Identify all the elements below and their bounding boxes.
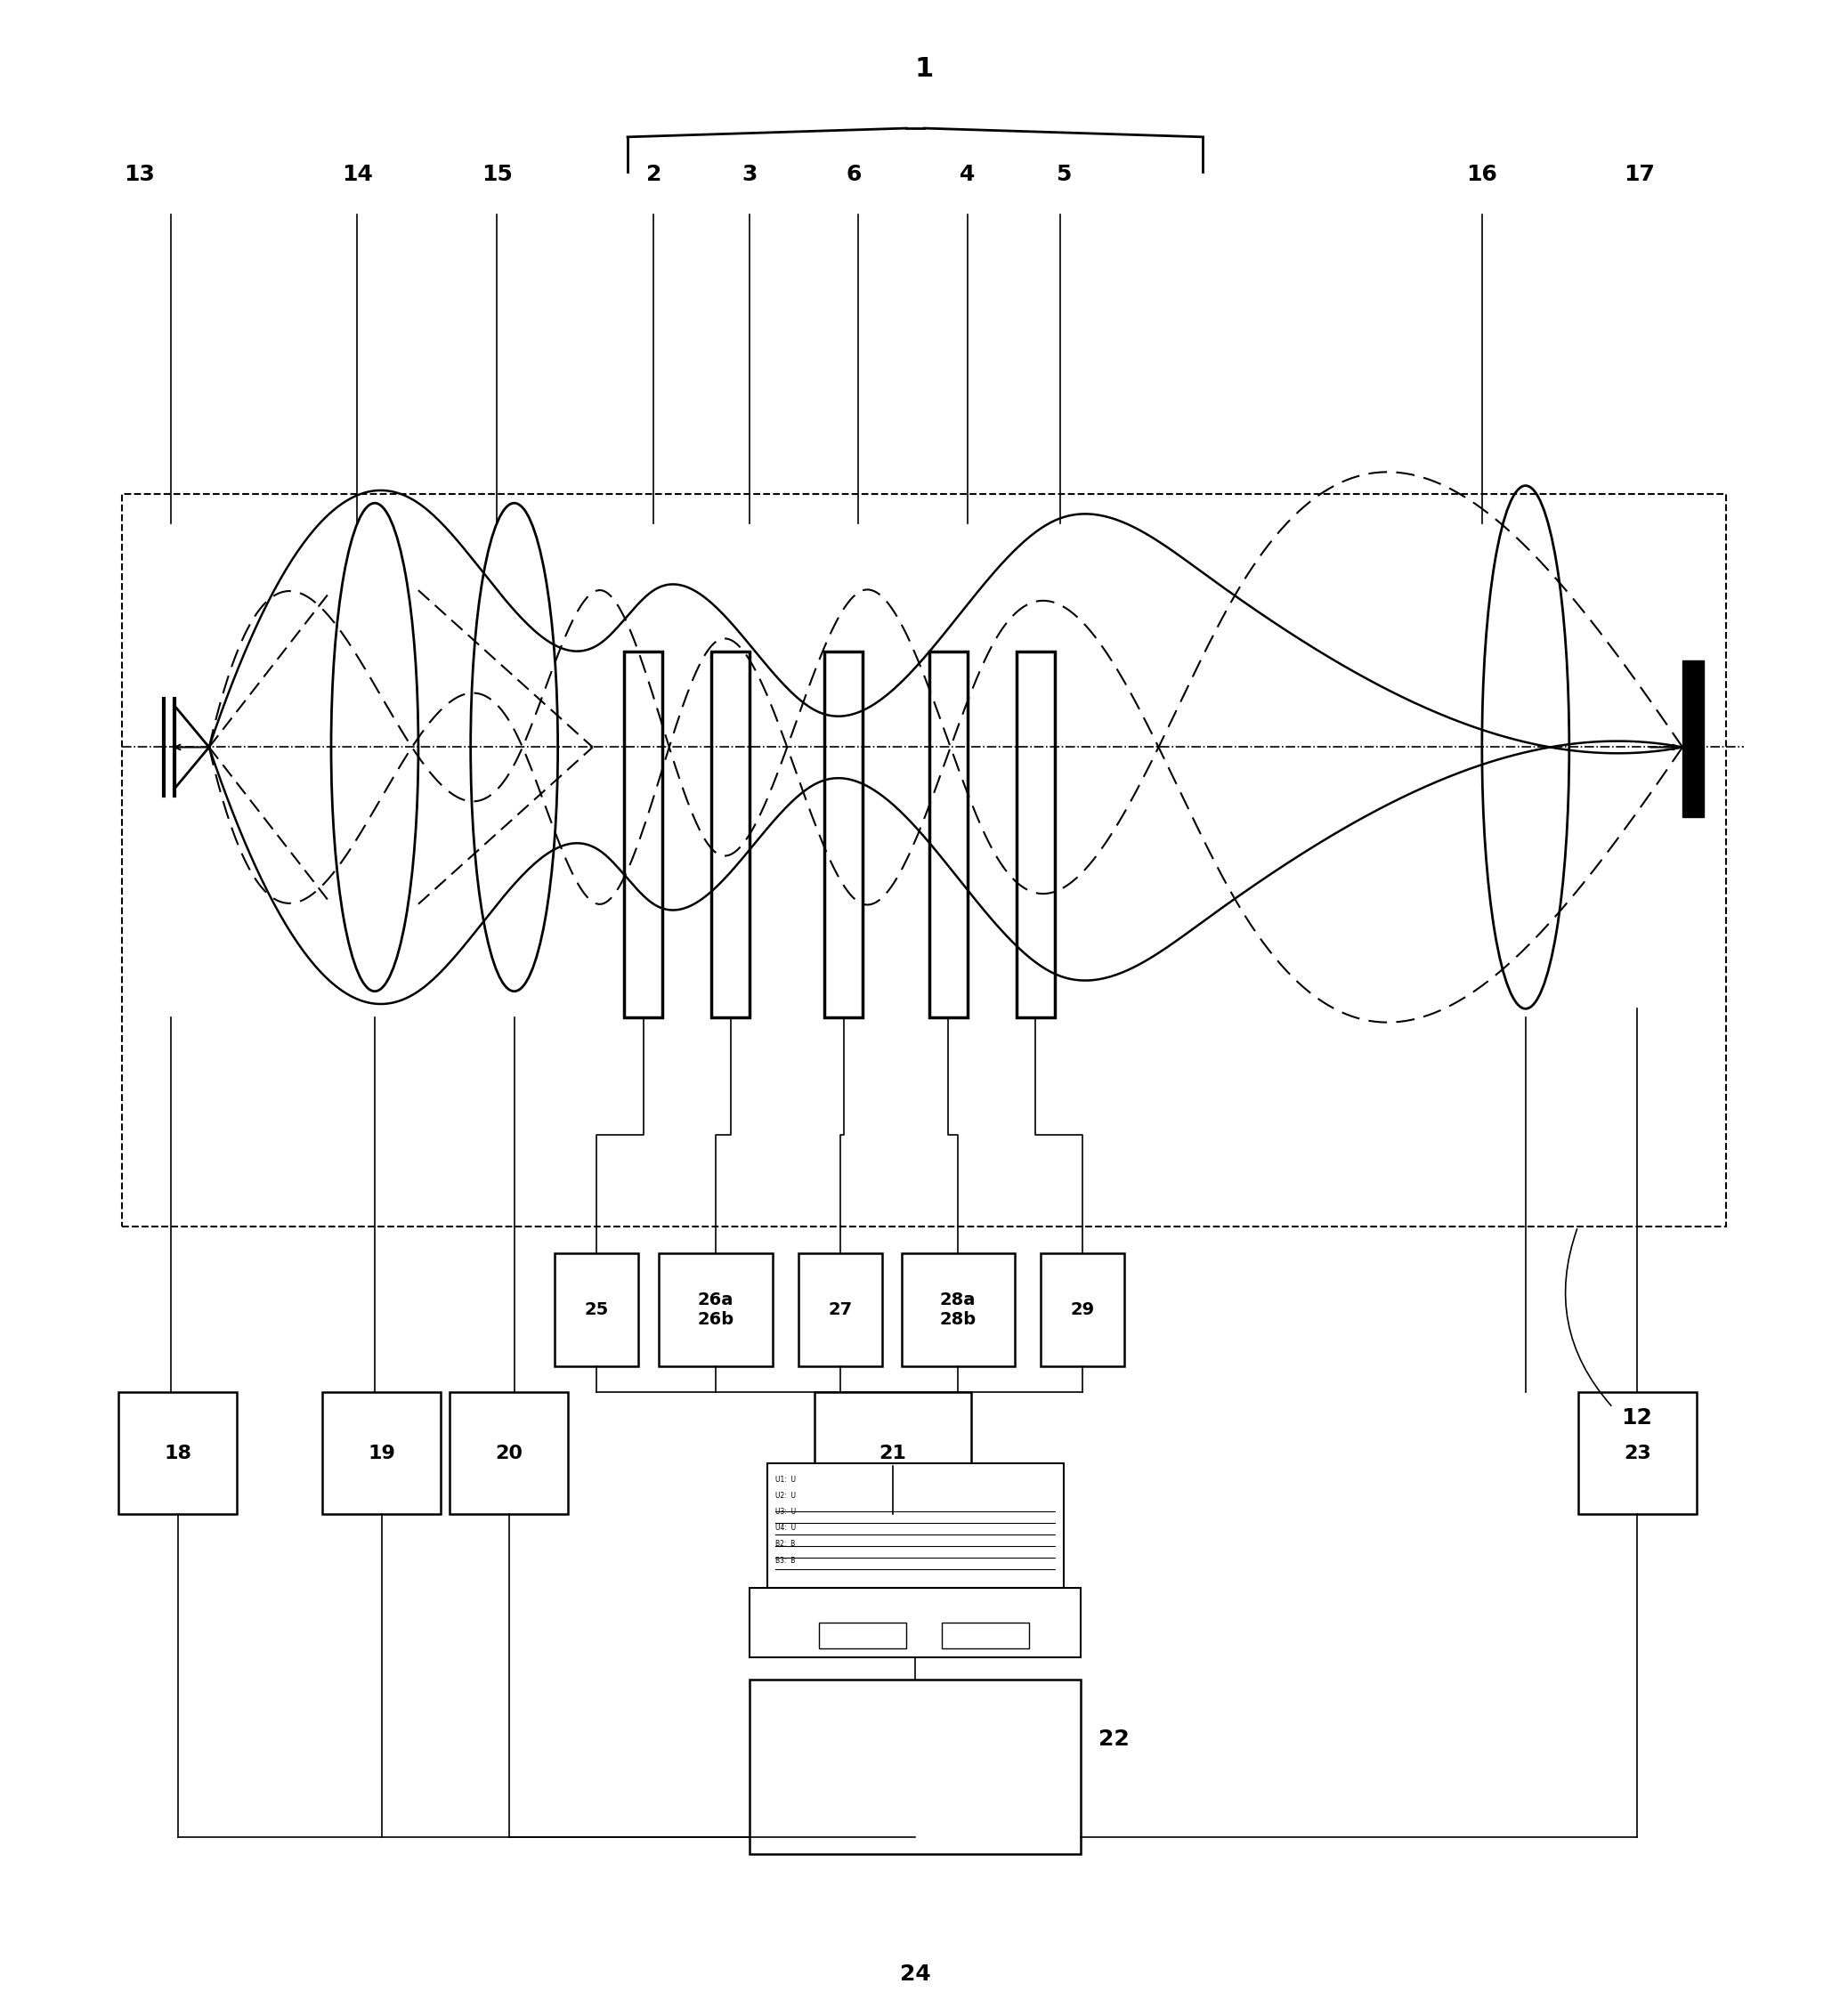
Text: B3:  B: B3: B xyxy=(776,1556,796,1564)
Bar xyxy=(1682,660,1704,816)
Text: 13: 13 xyxy=(124,164,155,186)
Bar xyxy=(660,1252,772,1366)
Text: 21: 21 xyxy=(880,1444,906,1462)
Bar xyxy=(1578,1392,1696,1514)
Text: B2:  B: B2: B xyxy=(776,1540,796,1548)
Text: 5: 5 xyxy=(1055,164,1072,186)
Bar xyxy=(122,494,1726,1226)
Text: 2: 2 xyxy=(647,164,662,186)
Bar xyxy=(554,1252,638,1366)
Text: 23: 23 xyxy=(1624,1444,1650,1462)
Text: 20: 20 xyxy=(495,1444,523,1462)
Text: U4:  U: U4: U xyxy=(776,1524,796,1532)
Text: 28a
28b: 28a 28b xyxy=(939,1292,976,1328)
Text: 25: 25 xyxy=(584,1302,608,1318)
Text: 22: 22 xyxy=(1098,1728,1129,1750)
Bar xyxy=(625,652,662,1018)
Text: 3: 3 xyxy=(741,164,758,186)
Bar xyxy=(750,1680,1081,1854)
Text: U1:  U: U1: U xyxy=(776,1476,796,1484)
Text: 12: 12 xyxy=(1621,1408,1652,1428)
Text: 4: 4 xyxy=(959,164,976,186)
Text: 1: 1 xyxy=(915,56,933,82)
Text: 24: 24 xyxy=(900,1964,931,1984)
Text: 17: 17 xyxy=(1623,164,1654,186)
Bar xyxy=(322,1392,442,1514)
Bar xyxy=(824,652,863,1018)
Text: 29: 29 xyxy=(1070,1302,1094,1318)
Text: 27: 27 xyxy=(828,1302,852,1318)
Bar xyxy=(798,1252,881,1366)
Bar xyxy=(1016,652,1055,1018)
Text: U3:  U: U3: U xyxy=(776,1508,796,1516)
Bar xyxy=(1040,1252,1125,1366)
Bar xyxy=(767,1462,1063,1588)
Text: 19: 19 xyxy=(368,1444,395,1462)
Text: 6: 6 xyxy=(846,164,861,186)
Bar xyxy=(930,652,968,1018)
Bar xyxy=(815,1392,970,1514)
Text: 18: 18 xyxy=(164,1444,192,1462)
Bar xyxy=(449,1392,569,1514)
Bar xyxy=(819,1622,907,1648)
Bar xyxy=(750,1588,1081,1658)
Text: U2:  U: U2: U xyxy=(776,1492,796,1500)
Text: 14: 14 xyxy=(342,164,373,186)
Bar xyxy=(711,652,750,1018)
Bar xyxy=(902,1252,1015,1366)
Bar xyxy=(941,1622,1029,1648)
Bar xyxy=(118,1392,237,1514)
Text: 26a
26b: 26a 26b xyxy=(697,1292,734,1328)
Text: 16: 16 xyxy=(1467,164,1497,186)
Text: 15: 15 xyxy=(480,164,512,186)
